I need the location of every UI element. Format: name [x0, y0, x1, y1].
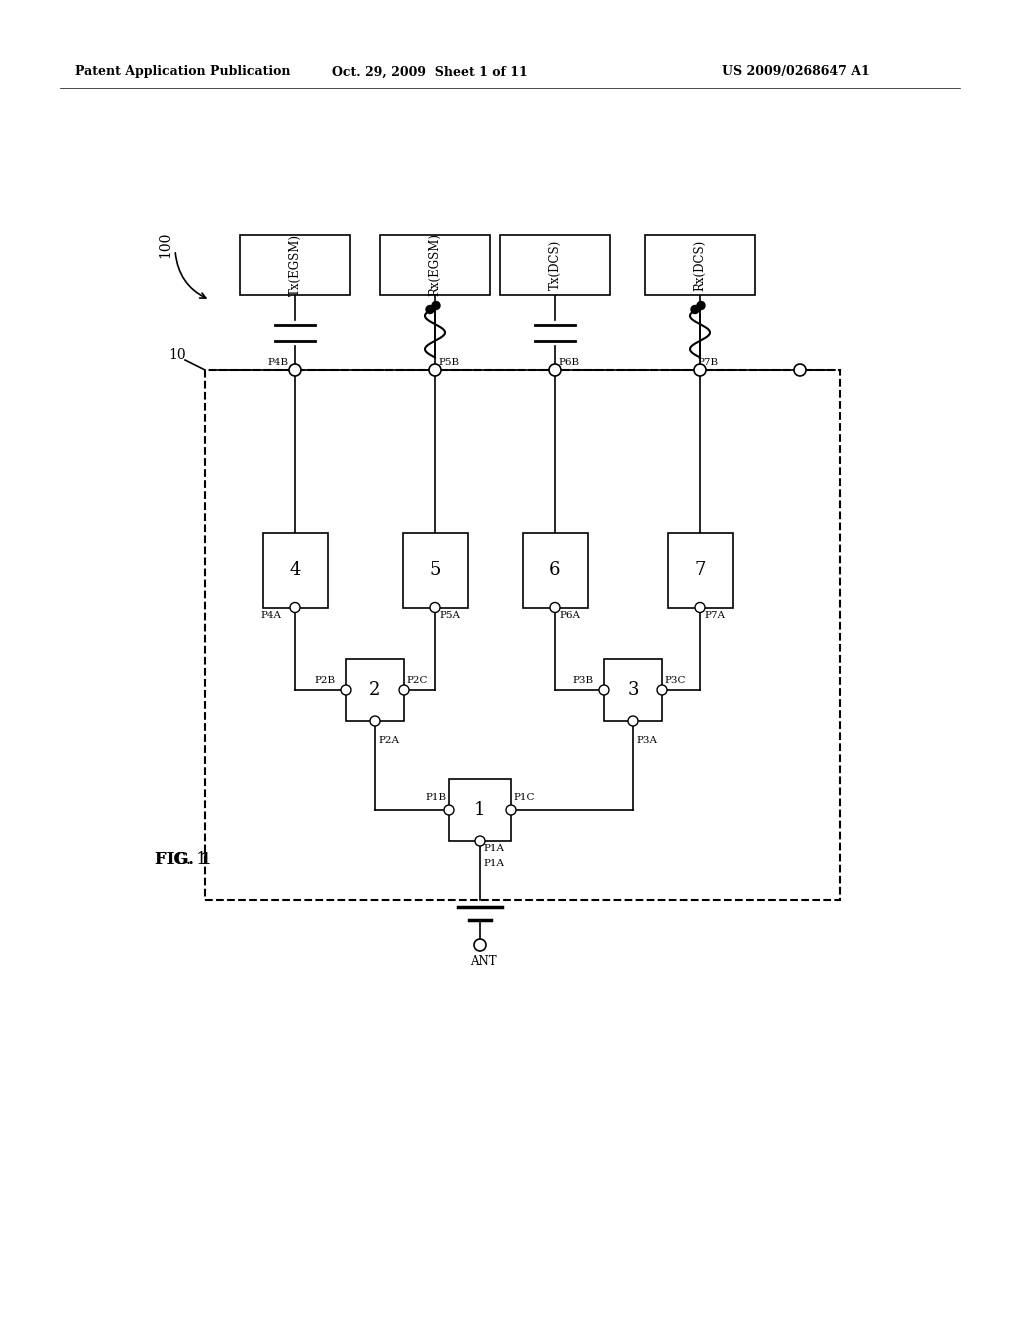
- Text: P2B: P2B: [314, 676, 335, 685]
- Bar: [346, 659, 404, 721]
- Text: P5A: P5A: [439, 610, 460, 619]
- Text: P5B: P5B: [438, 358, 459, 367]
- Text: 1: 1: [474, 801, 485, 818]
- Text: P1A: P1A: [483, 859, 504, 869]
- Circle shape: [289, 364, 301, 376]
- Text: P1B: P1B: [426, 793, 447, 803]
- Bar: [449, 779, 511, 841]
- Circle shape: [430, 602, 440, 612]
- Text: P1C: P1C: [513, 793, 535, 803]
- Text: 6: 6: [549, 561, 561, 579]
- Bar: [604, 659, 662, 721]
- Circle shape: [506, 805, 516, 814]
- Circle shape: [432, 301, 440, 309]
- Text: P2C: P2C: [406, 676, 427, 685]
- Text: P3A: P3A: [636, 737, 657, 744]
- Bar: [380, 235, 490, 294]
- Text: FIG. 1: FIG. 1: [155, 851, 211, 869]
- Text: 7: 7: [694, 561, 706, 579]
- Text: 2: 2: [370, 681, 381, 700]
- Text: 100: 100: [158, 232, 172, 259]
- Text: P6A: P6A: [559, 610, 580, 619]
- Bar: [645, 235, 755, 294]
- Text: P3B: P3B: [572, 676, 593, 685]
- Text: P2A: P2A: [378, 737, 399, 744]
- Text: P3C: P3C: [664, 676, 685, 685]
- Circle shape: [426, 305, 434, 314]
- Circle shape: [628, 715, 638, 726]
- Circle shape: [694, 364, 706, 376]
- Circle shape: [697, 301, 705, 309]
- Text: Tx(DCS): Tx(DCS): [549, 240, 561, 290]
- Circle shape: [444, 805, 454, 814]
- Text: Rx(DCS): Rx(DCS): [693, 239, 707, 290]
- Text: Tx(EGSM): Tx(EGSM): [289, 234, 301, 296]
- Text: 3: 3: [628, 681, 639, 700]
- Text: 10: 10: [168, 348, 185, 362]
- Circle shape: [475, 836, 485, 846]
- Circle shape: [429, 364, 441, 376]
- Circle shape: [474, 939, 486, 950]
- Text: Oct. 29, 2009  Sheet 1 of 11: Oct. 29, 2009 Sheet 1 of 11: [332, 66, 528, 78]
- Text: Rx(EGSM): Rx(EGSM): [428, 234, 441, 297]
- Text: Patent Application Publication: Patent Application Publication: [75, 66, 291, 78]
- Circle shape: [691, 305, 699, 314]
- Circle shape: [290, 602, 300, 612]
- Circle shape: [370, 715, 380, 726]
- Circle shape: [599, 685, 609, 696]
- Text: 5: 5: [429, 561, 440, 579]
- Text: P6B: P6B: [558, 358, 580, 367]
- Text: P1A: P1A: [483, 843, 504, 853]
- Circle shape: [794, 364, 806, 376]
- Bar: [240, 235, 350, 294]
- Bar: [522, 532, 588, 607]
- Text: ANT: ANT: [470, 954, 497, 968]
- Circle shape: [549, 364, 561, 376]
- Bar: [500, 235, 610, 294]
- Bar: [205, 370, 840, 900]
- Circle shape: [657, 685, 667, 696]
- Text: FIG. 1: FIG. 1: [155, 851, 207, 869]
- Circle shape: [695, 602, 705, 612]
- Circle shape: [399, 685, 409, 696]
- Bar: [262, 532, 328, 607]
- Bar: [402, 532, 468, 607]
- Text: US 2009/0268647 A1: US 2009/0268647 A1: [722, 66, 870, 78]
- Text: P7B: P7B: [697, 358, 718, 367]
- Circle shape: [341, 685, 351, 696]
- Bar: [668, 532, 732, 607]
- Circle shape: [550, 602, 560, 612]
- Text: 4: 4: [290, 561, 301, 579]
- Text: P4A: P4A: [260, 610, 281, 619]
- Text: P4B: P4B: [267, 358, 288, 367]
- Text: P7A: P7A: [705, 610, 725, 619]
